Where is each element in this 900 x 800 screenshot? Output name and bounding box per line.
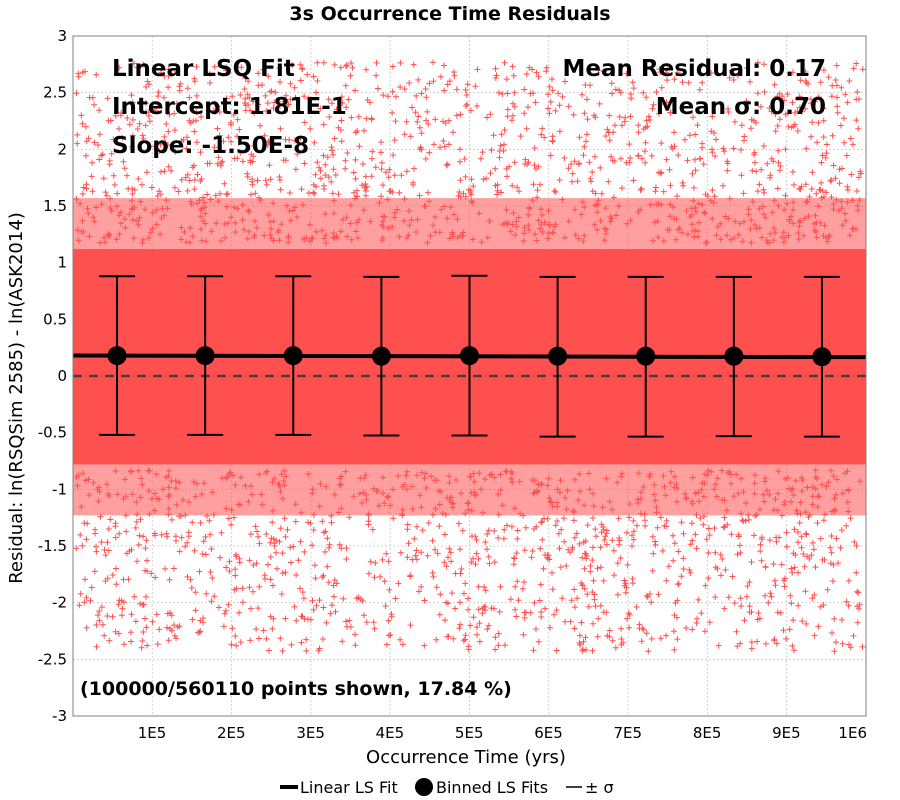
y-tick-label: -2.5 — [38, 650, 67, 668]
binned-fit-point — [283, 346, 303, 366]
x-tick-label: 6E5 — [534, 724, 563, 742]
y-tick-label: -3 — [52, 707, 67, 725]
binned-fit-point — [460, 346, 479, 366]
binned-fit — [539, 275, 576, 438]
binned-fit-point — [636, 346, 656, 366]
x-tick-labels: 1E5 2E5 3E5 4E5 5E5 6E5 7E5 8E5 9E5 1E6 — [138, 724, 867, 742]
chart-title: 3s Occurrence Time Residuals — [289, 3, 610, 25]
annotation-intercept: Intercept: 1.81E-1 — [112, 94, 347, 120]
binned-fit — [803, 275, 840, 438]
legend: Linear LS Fit Binned LS Fits ± σ — [280, 778, 614, 797]
binned-fit-point — [548, 346, 568, 366]
binned-fit — [99, 275, 136, 436]
y-tick-label: 2.5 — [43, 84, 67, 102]
legend-sigma-label: ± σ — [585, 778, 614, 797]
y-tick-label: 1.5 — [43, 197, 67, 215]
x-tick-label: 9E5 — [772, 724, 801, 742]
y-tick-label: 2 — [57, 140, 67, 158]
binned-fit-point — [107, 346, 127, 366]
y-axis-label: Residual: ln(RSQSim 2585) - ln(ASK2014) — [6, 212, 27, 584]
y-tick-label: 0 — [57, 367, 67, 385]
x-tick-label: 7E5 — [614, 724, 643, 742]
annotation-fit-title: Linear LSQ Fit — [112, 56, 295, 82]
plot-frame — [72, 35, 867, 717]
annotation-mean-residual: Mean Residual: 0.17 — [563, 56, 826, 82]
binned-fit-point — [195, 346, 215, 366]
y-tick-label: 3 — [57, 27, 67, 45]
x-tick-label: 1E5 — [138, 724, 167, 742]
x-tick-label: 4E5 — [376, 724, 405, 742]
y-tick-label: 1 — [57, 254, 67, 272]
binned-fit — [627, 275, 664, 438]
binned-fit — [187, 275, 224, 436]
points-shown-note: (100000/560110 points shown, 17.84 %) — [80, 678, 512, 700]
y-tick-label: -1 — [52, 480, 67, 498]
y-tick-label: 0.5 — [43, 310, 67, 328]
binned-fit — [275, 275, 312, 436]
legend-binned-fits-label: Binned LS Fits — [436, 778, 548, 797]
y-tick-label: -0.5 — [38, 424, 67, 442]
x-axis-label: Occurrence Time (yrs) — [366, 747, 566, 768]
binned-fit — [363, 275, 400, 437]
binned-fit-point — [812, 347, 832, 367]
binned-fit — [715, 275, 752, 438]
binned-fit — [451, 274, 488, 437]
y-tick-label: -2 — [52, 594, 67, 612]
x-tick-label: 2E5 — [217, 724, 246, 742]
x-tick-label: 3E5 — [296, 724, 325, 742]
binned-fits — [99, 274, 840, 438]
x-tick-label: 1E6 — [838, 724, 867, 742]
x-tick-label: 8E5 — [693, 724, 722, 742]
binned-fit-point — [724, 346, 744, 366]
y-tick-label: -1.5 — [38, 537, 67, 555]
legend-linear-fit-label: Linear LS Fit — [300, 778, 398, 797]
annotation-slope: Slope: -1.50E-8 — [112, 133, 309, 159]
scatter-points — [73, 59, 866, 655]
legend-binned-fits-swatch — [415, 778, 433, 796]
annotation-mean-sigma: Mean σ: 0.70 — [656, 94, 826, 120]
binned-fit-point — [371, 346, 391, 366]
y-tick-labels: -3 -2.5 -2 -1.5 -1 -0.5 0 0.5 1 1.5 2 2.5 3 — [38, 27, 67, 725]
x-tick-label: 5E5 — [455, 724, 484, 742]
